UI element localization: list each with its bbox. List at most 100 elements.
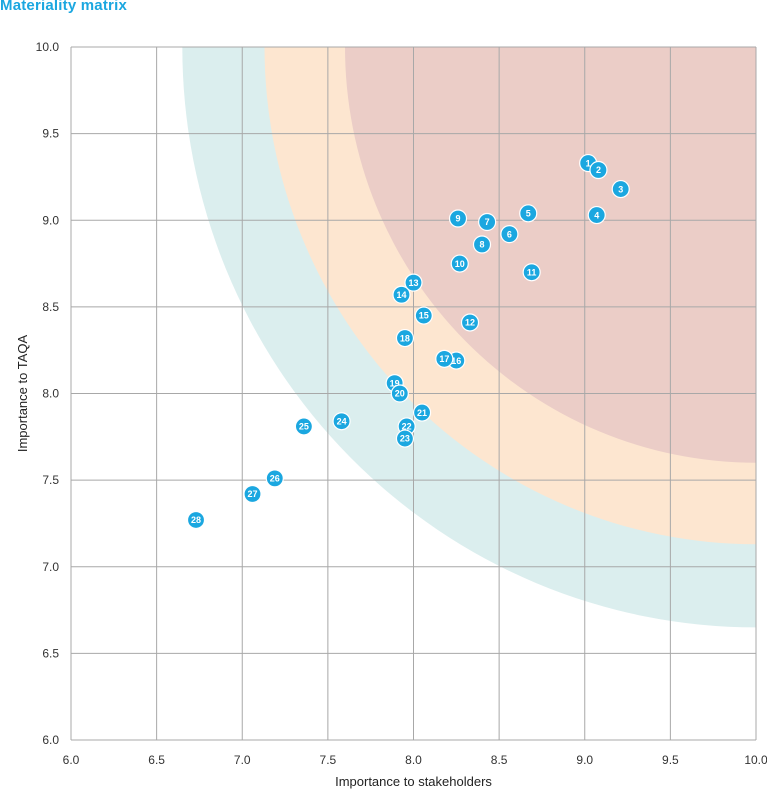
point-marker [390, 384, 409, 403]
data-point-5: 5 [519, 204, 538, 223]
data-point-13: 13 [404, 273, 423, 292]
point-marker [265, 469, 284, 488]
y-tick-label: 7.0 [42, 560, 59, 574]
point-label: 23 [400, 434, 410, 444]
point-label: 28 [191, 515, 201, 525]
point-label: 10 [455, 259, 465, 269]
x-tick-label: 7.0 [234, 753, 251, 767]
point-label: 27 [248, 489, 258, 499]
point-marker [448, 209, 468, 228]
point-label: 9 [456, 214, 461, 224]
data-point-6: 6 [500, 225, 519, 244]
data-point-2: 2 [589, 160, 608, 180]
points: 1234567891011121314151617181920212223242… [186, 153, 630, 530]
data-point-24: 24 [332, 412, 351, 431]
x-tick-label: 7.5 [320, 753, 337, 767]
data-point-27: 27 [243, 484, 262, 504]
point-marker [450, 254, 469, 273]
data-point-9: 9 [448, 209, 468, 228]
point-label: 19 [390, 378, 400, 388]
point-label: 13 [408, 278, 418, 288]
point-marker [478, 212, 497, 232]
y-tick-label: 10.0 [36, 40, 60, 54]
point-marker [460, 313, 480, 332]
point-marker [414, 306, 433, 325]
point-marker [611, 179, 630, 199]
point-marker [472, 235, 492, 254]
data-point-25: 25 [294, 417, 313, 436]
x-tick-label: 8.5 [491, 753, 508, 767]
y-tick-label: 7.5 [42, 473, 59, 487]
point-label: 24 [337, 416, 347, 426]
y-axis-label: Importance to TAQA [15, 335, 30, 453]
point-marker [522, 263, 541, 282]
ticks: 6.0 6.5 7.0 7.5 8.0 8.5 9.0 9.5 10.0 6.0 6.5 7.0 7.5… [36, 40, 767, 767]
point-label: 6 [507, 229, 512, 239]
point-marker [395, 328, 415, 348]
x-tick-label: 6.0 [63, 753, 80, 767]
data-point-10: 10 [450, 254, 469, 273]
point-label: 7 [485, 217, 490, 227]
point-label: 12 [465, 318, 475, 328]
point-label: 22 [402, 422, 412, 432]
point-marker [404, 273, 423, 292]
y-tick-label: 6.0 [42, 733, 59, 747]
y-tick-label: 8.0 [42, 387, 59, 401]
point-label: 4 [594, 210, 599, 220]
data-point-28: 28 [186, 510, 206, 530]
point-marker [519, 204, 538, 223]
point-label: 14 [397, 290, 407, 300]
zone-inner [345, 47, 756, 463]
data-point-20: 20 [390, 384, 409, 403]
chart-title: Materiality matrix [0, 0, 127, 14]
zones [182, 47, 756, 628]
x-tick-label: 10.0 [744, 753, 767, 767]
y-tick-label: 9.5 [42, 127, 59, 141]
point-label: 11 [527, 267, 537, 277]
point-label: 20 [395, 389, 405, 399]
point-marker [589, 160, 608, 180]
data-point-8: 8 [472, 235, 492, 254]
data-point-18: 18 [395, 328, 415, 348]
data-point-14: 14 [392, 285, 411, 304]
data-point-26: 26 [265, 469, 284, 488]
point-marker [294, 417, 313, 436]
x-tick-label: 6.5 [148, 753, 165, 767]
point-marker [186, 510, 206, 530]
point-label: 18 [400, 333, 410, 343]
point-marker [500, 225, 519, 244]
y-tick-label: 9.0 [42, 213, 59, 227]
point-marker [243, 484, 262, 504]
point-marker [435, 349, 454, 368]
data-point-17: 17 [435, 349, 454, 368]
point-label: 3 [618, 184, 623, 194]
point-label: 15 [419, 311, 429, 321]
x-tick-label: 8.0 [405, 753, 422, 767]
point-label: 8 [479, 240, 484, 250]
point-label: 26 [270, 474, 280, 484]
point-label: 17 [439, 354, 449, 364]
y-tick-label: 6.5 [42, 646, 59, 660]
x-tick-label: 9.0 [576, 753, 593, 767]
point-label: 21 [417, 408, 427, 418]
point-marker [392, 285, 411, 304]
y-tick-label: 8.5 [42, 300, 59, 314]
point-label: 25 [299, 422, 309, 432]
data-point-15: 15 [414, 306, 433, 325]
point-marker [412, 403, 432, 422]
data-point-4: 4 [587, 205, 606, 225]
point-label: 5 [526, 209, 531, 219]
data-point-3: 3 [611, 179, 630, 199]
data-point-21: 21 [412, 403, 432, 422]
data-point-12: 12 [460, 313, 480, 332]
point-marker [332, 412, 351, 431]
data-point-7: 7 [478, 212, 497, 232]
data-point-23: 23 [395, 429, 415, 448]
point-marker [587, 205, 606, 225]
point-label: 16 [451, 356, 461, 366]
point-label: 1 [586, 158, 591, 168]
point-marker [395, 429, 415, 448]
x-axis-label: Importance to stakeholders [335, 774, 492, 789]
point-label: 2 [596, 165, 601, 175]
